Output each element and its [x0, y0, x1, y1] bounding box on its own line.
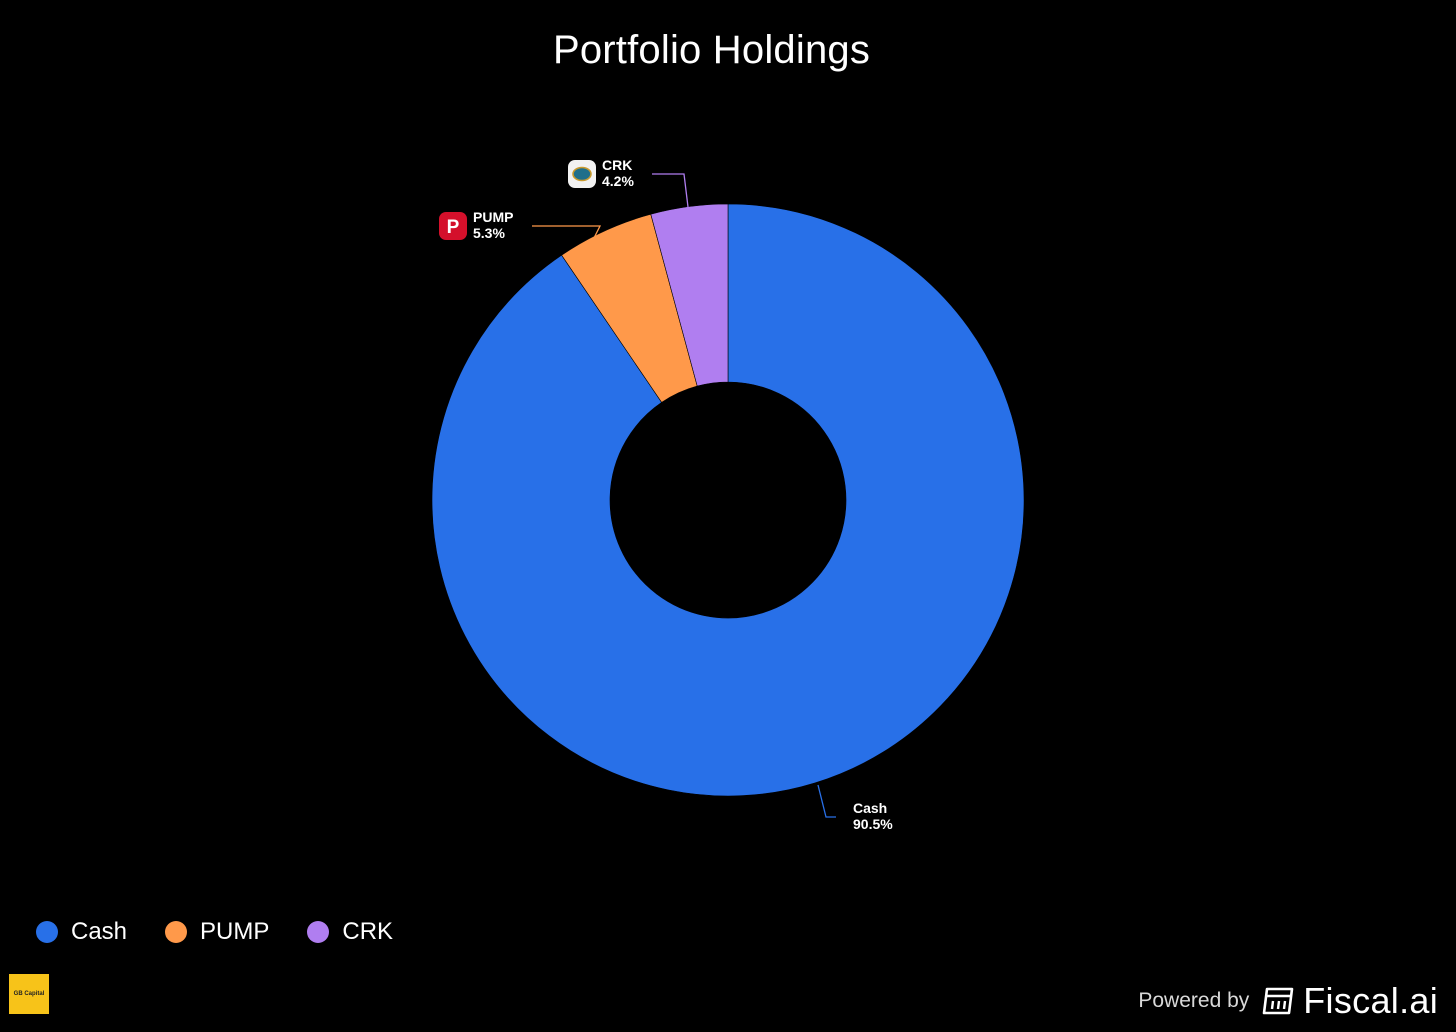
- leader-line-crk: [652, 173, 689, 208]
- pump-logo-icon: [439, 212, 467, 240]
- powered-by-fiscal[interactable]: Powered by Fiscal.ai: [1138, 980, 1438, 1022]
- legend-label-cash: Cash: [71, 918, 128, 945]
- slice-crk[interactable]: [650, 203, 729, 387]
- donut-slices: [431, 203, 1025, 797]
- legend-dot-cash: [36, 921, 58, 943]
- fiscal-logo-icon: [1262, 987, 1294, 1015]
- legend-label-pump: PUMP: [200, 918, 270, 945]
- slice-label-name-crk: CRK: [602, 157, 632, 173]
- legend-dot-crk: [307, 921, 330, 943]
- legend-dot-pump: [165, 921, 188, 943]
- slice-label-pct-pump: 5.3%: [473, 225, 505, 241]
- fiscal-brand-name: Fiscal.ai: [1303, 980, 1438, 1021]
- slice-label-pct-crk: 4.2%: [602, 173, 634, 189]
- slice-label-name-cash: Cash: [853, 800, 887, 816]
- pump-logo-glyph: P: [447, 217, 460, 238]
- slice-cash[interactable]: [431, 203, 1025, 797]
- crk-logo-mark: [572, 166, 592, 182]
- legend-item-crk[interactable]: CRK: [307, 918, 393, 946]
- chart-legend: Cash PUMP CRK: [36, 918, 431, 946]
- slice-label-pct-cash: 90.5%: [853, 816, 893, 832]
- chart-title: Portfolio Holdings: [552, 28, 871, 72]
- leader-line-cash: [817, 784, 836, 818]
- slice-label-name-pump: PUMP: [473, 209, 513, 225]
- gb-capital-logo: GB Capital: [9, 974, 49, 1014]
- gb-capital-logo-text: GB Capital: [13, 991, 45, 997]
- leader-line-pump: [532, 225, 602, 247]
- powered-by-text: Powered by: [1138, 989, 1250, 1012]
- legend-label-crk: CRK: [342, 918, 394, 945]
- legend-item-cash[interactable]: Cash: [36, 918, 127, 946]
- legend-item-pump[interactable]: PUMP: [165, 918, 269, 946]
